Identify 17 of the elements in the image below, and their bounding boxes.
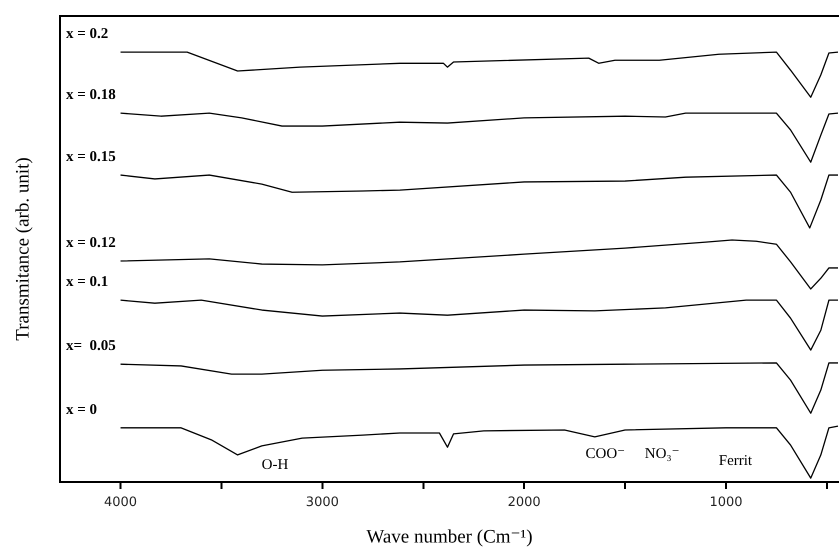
series-label: x = 0.2 [66, 26, 108, 42]
x-tick-label: 3000 [306, 495, 339, 510]
annotation: NO₃⁻ [644, 446, 680, 462]
y-axis-title: Transmitance (arb. unit) [12, 157, 34, 341]
annotation: COO⁻ [586, 446, 626, 462]
series-label: x= 0.05 [66, 338, 116, 354]
x-tick-label: 2000 [508, 495, 541, 510]
series-label: x = 0 [66, 402, 98, 418]
series-label: x = 0.12 [66, 235, 116, 252]
series-label: x = 0.1 [66, 274, 108, 290]
annotation: O-H [262, 457, 288, 474]
series-label: x = 0.15 [66, 149, 116, 166]
x-tick-label: 1000 [709, 495, 743, 510]
x-tick-label: 4000 [104, 495, 138, 510]
series-label: x = 0.18 [66, 87, 116, 104]
x-axis-title: Wave number (Cm⁻¹) [366, 526, 533, 548]
annotation: Ferrit [718, 452, 753, 469]
